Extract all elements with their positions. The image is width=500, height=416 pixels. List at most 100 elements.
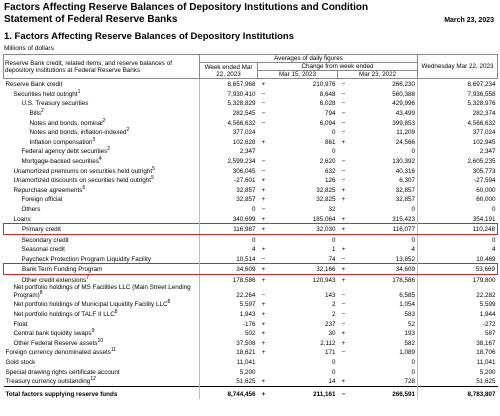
title: Factors Affecting Reserve Balances of De… [4, 2, 369, 25]
sign: + [257, 222, 270, 235]
label-text: Gold stock [5, 359, 36, 367]
value: 34,609 [199, 263, 258, 275]
sign: − [261, 109, 266, 117]
value: 2,112 [320, 339, 336, 347]
sign [258, 366, 270, 376]
value: 32 [328, 205, 336, 213]
sign [258, 357, 270, 367]
footnote: 5 [152, 165, 155, 172]
value: 18,706 [417, 347, 498, 357]
label-text: Seasonal credit [21, 246, 65, 254]
row: Unamortized discounts on securities held… [4, 174, 498, 185]
value: 237 [324, 320, 336, 328]
row-label: Gold stock [4, 357, 200, 367]
footnote: 2 [41, 107, 44, 114]
value: 178,586 [199, 274, 258, 285]
sign [338, 146, 350, 156]
value: 2,620 [319, 157, 336, 165]
row-label: Bank Term Funding Program [3, 263, 200, 275]
value: 8,697,234 [417, 78, 498, 89]
footnote: 12 [90, 376, 96, 383]
value: 560,388 [392, 90, 416, 98]
value: 43,499 [395, 109, 416, 117]
row: Special drawing rights certificate accou… [4, 366, 498, 377]
value: 143 [324, 291, 336, 299]
value: 120,943 [312, 277, 336, 285]
value: 632 [324, 167, 336, 175]
row-label: Primary credit [3, 222, 200, 235]
row-label: Float [4, 318, 200, 328]
value: 18,621 [199, 347, 258, 357]
row: Paycheck Protection Program Liquidity Fa… [4, 253, 498, 264]
value: -176 [199, 318, 258, 329]
sign: − [341, 311, 346, 319]
sign [258, 234, 270, 244]
label-text: Bills [29, 109, 42, 117]
label-text: Float [13, 320, 28, 328]
col-change2: Mar 23, 2022 [336, 70, 419, 79]
value: 583 [404, 311, 416, 319]
row: Unamortized premiums on securities held … [4, 165, 498, 175]
sign: − [341, 255, 346, 263]
value: 282,545 [199, 107, 258, 118]
value: 5,328,829 [199, 98, 258, 108]
value: 24,566 [395, 138, 416, 146]
footnote: 1 [77, 88, 81, 95]
row: Other credit extensions7 178,586 +120,943 +… [4, 274, 498, 285]
value: 1 [331, 246, 336, 254]
value: 60,000 [417, 194, 498, 204]
value: 22,282 [417, 284, 498, 300]
value: 399,853 [392, 119, 416, 127]
value: 32,857 [395, 186, 416, 194]
value: 11,041 [199, 356, 258, 367]
row: Primary credit 116,987 +32,030 +116,077 110,… [3, 222, 499, 235]
col-change-group: Change from week ended [256, 62, 419, 71]
sign [338, 204, 350, 214]
value: 1,089 [399, 349, 416, 357]
value: 179,800 [417, 274, 498, 285]
value: 0 [411, 359, 416, 367]
value: 794 [324, 109, 336, 117]
sign [338, 234, 350, 244]
sign: − [341, 100, 346, 108]
sign: − [261, 119, 266, 127]
value: 266,230 [392, 81, 416, 89]
value: 13,852 [395, 255, 416, 263]
value: 171 [324, 349, 336, 357]
row: Total factors supplying reserve funds 8,7… [3, 385, 498, 399]
row: Loans 340,699 +185,064 +315,423 354,191 [4, 213, 498, 224]
label-text: Others [21, 205, 41, 213]
sign: + [261, 301, 266, 309]
value: 6,028 [319, 100, 336, 108]
value: 5,599 [417, 299, 498, 309]
date: March 23, 2023 [444, 17, 494, 24]
value: 11,209 [396, 129, 416, 137]
value: 211,161 [269, 385, 338, 399]
sign: − [261, 255, 266, 263]
value: 5,597 [199, 299, 258, 309]
value: 32,857 [395, 196, 416, 204]
row: Foreign currency denominated assets11 18,… [4, 347, 498, 357]
row-label: Foreign official [4, 194, 200, 204]
label-text: Net portfolio holdings of Municipal Liqu… [13, 301, 168, 309]
row: U.S. Treasury securities 5,328,829−6,028−… [4, 98, 498, 108]
value: 1,943 [199, 308, 258, 319]
value: 102,945 [417, 136, 498, 147]
value: 4 [417, 244, 498, 254]
label-text: Mortgage-backed securities [21, 157, 99, 165]
value: 1,944 [417, 308, 498, 319]
value: 0 [411, 148, 416, 156]
value: 2,599,234 [199, 155, 258, 166]
sign: + [337, 263, 350, 275]
sign: + [341, 277, 346, 285]
label-text: Repurchase agreements [13, 186, 83, 194]
label-text: Unamortized discounts on securities held… [13, 177, 152, 185]
label-text: Notes and bonds, nominal [29, 119, 103, 127]
footnote: 5 [151, 175, 154, 182]
table-body: Reserve Bank credit 8,657,968 +210,976−266… [3, 78, 499, 399]
row-label: Loans [4, 213, 200, 223]
value: 315,423 [392, 215, 416, 223]
value: 40,316 [395, 167, 416, 175]
value: 0 [411, 368, 416, 376]
